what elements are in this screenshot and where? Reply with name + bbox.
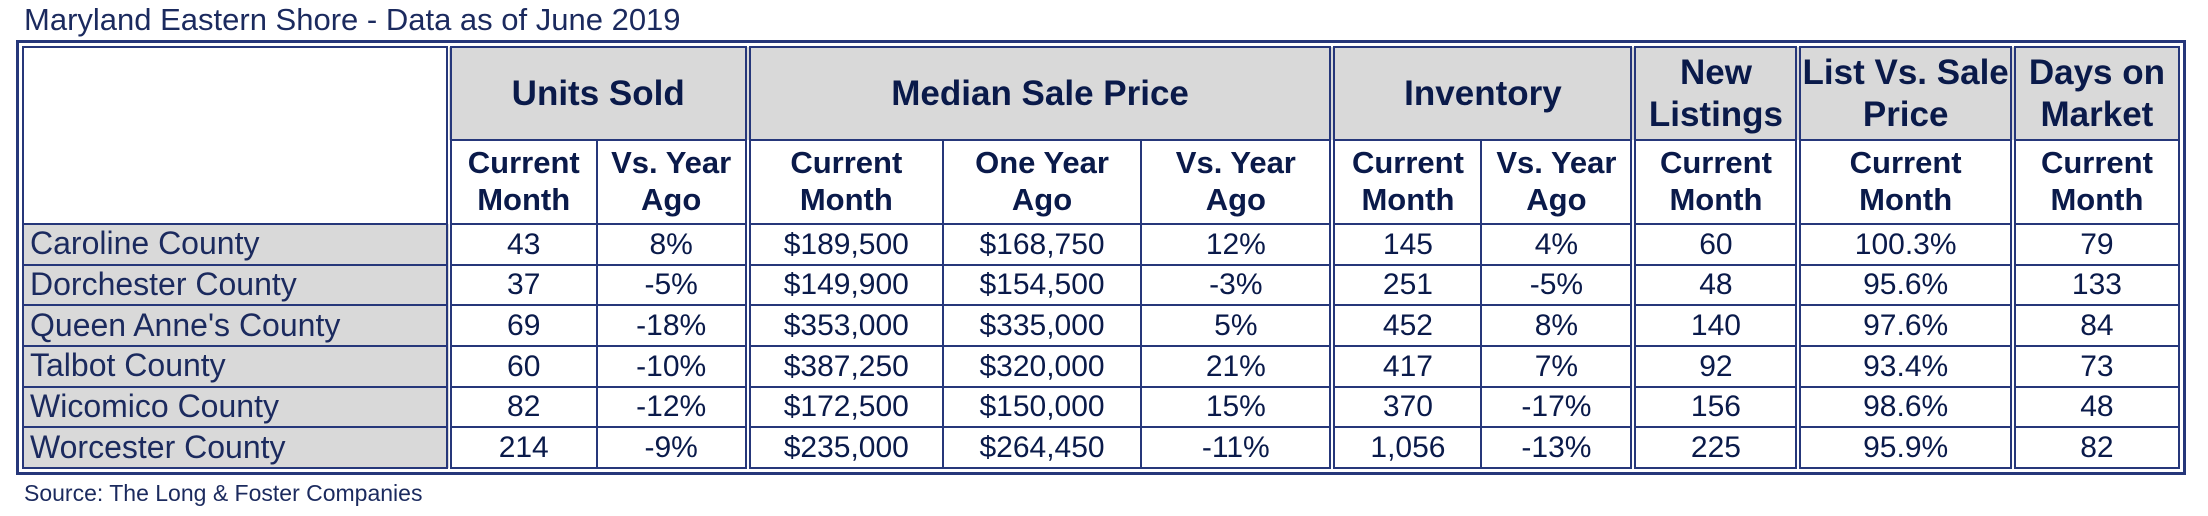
median-price-vs-year-cell: 12% — [1140, 223, 1334, 266]
days-on-market-cell: 48 — [2009, 385, 2181, 429]
county-name: Worcester County — [22, 426, 450, 469]
units-sold-cell: 214 — [445, 426, 598, 469]
median-price-vs-year-cell: -3% — [1140, 263, 1334, 307]
subheader-list-sale-current-month: Current Month — [1795, 139, 2014, 225]
days-on-market-cell: 82 — [2009, 426, 2181, 469]
table-row: Worcester County 214 -9% $235,000 $264,4… — [22, 426, 2181, 469]
days-on-market-cell: 84 — [2009, 304, 2181, 347]
new-listings-cell: 140 — [1630, 304, 1800, 347]
corner-cell — [22, 46, 450, 225]
days-on-market-cell: 133 — [2009, 263, 2181, 307]
median-price-vs-year-cell: -11% — [1140, 426, 1334, 469]
table-row: Caroline County 43 8% $189,500 $168,750 … — [22, 223, 2181, 266]
median-price-vs-year-cell: 5% — [1140, 304, 1334, 347]
days-on-market-cell: 79 — [2009, 223, 2181, 266]
county-name: Talbot County — [22, 344, 450, 388]
units-vs-year-cell: -18% — [595, 304, 749, 347]
new-listings-cell: 48 — [1630, 263, 1800, 307]
median-price-vs-year-cell: 21% — [1140, 344, 1334, 388]
median-price-year-ago-cell: $154,500 — [941, 263, 1143, 307]
subheader-inventory-current-month: Current Month — [1329, 139, 1483, 225]
median-price-year-ago-cell: $168,750 — [941, 223, 1143, 266]
list-vs-sale-cell: 100.3% — [1795, 223, 2014, 266]
subheader-price-vs-year-ago: Vs. Year Ago — [1140, 139, 1334, 225]
list-vs-sale-cell: 98.6% — [1795, 385, 2014, 429]
median-price-cell: $353,000 — [744, 304, 944, 347]
new-listings-cell: 156 — [1630, 385, 1800, 429]
median-price-year-ago-cell: $150,000 — [941, 385, 1143, 429]
header-new-listings: New Listings — [1630, 46, 1800, 141]
median-price-cell: $235,000 — [744, 426, 944, 469]
subheader-units-current-month: Current Month — [445, 139, 598, 225]
inventory-cell: 251 — [1329, 263, 1483, 307]
market-data-table: Units Sold Median Sale Price Inventory N… — [16, 40, 2186, 475]
units-vs-year-cell: -10% — [595, 344, 749, 388]
header-inventory: Inventory — [1329, 46, 1635, 141]
inventory-cell: 452 — [1329, 304, 1483, 347]
list-vs-sale-cell: 97.6% — [1795, 304, 2014, 347]
units-sold-cell: 69 — [445, 304, 598, 347]
subheader-units-vs-year-ago: Vs. Year Ago — [595, 139, 749, 225]
source-note: Source: The Long & Foster Companies — [24, 480, 423, 506]
subheader-inventory-vs-year-ago: Vs. Year Ago — [1480, 139, 1635, 225]
subheader-new-listings-current-month: Current Month — [1630, 139, 1800, 225]
median-price-vs-year-cell: 15% — [1140, 385, 1334, 429]
units-vs-year-cell: -9% — [595, 426, 749, 469]
page-title: Maryland Eastern Shore - Data as of June… — [24, 2, 681, 37]
new-listings-cell: 60 — [1630, 223, 1800, 266]
inventory-vs-year-cell: -13% — [1480, 426, 1635, 469]
inventory-vs-year-cell: 4% — [1480, 223, 1635, 266]
county-name: Dorchester County — [22, 263, 450, 307]
table-row: Wicomico County 82 -12% $172,500 $150,00… — [22, 385, 2181, 429]
units-sold-cell: 60 — [445, 344, 598, 388]
median-price-year-ago-cell: $320,000 — [941, 344, 1143, 388]
days-on-market-cell: 73 — [2009, 344, 2181, 388]
county-name: Wicomico County — [22, 385, 450, 429]
new-listings-cell: 225 — [1630, 426, 1800, 469]
subheader-price-one-year-ago: One Year Ago — [941, 139, 1143, 225]
median-price-cell: $172,500 — [744, 385, 944, 429]
inventory-cell: 1,056 — [1329, 426, 1483, 469]
median-price-cell: $149,900 — [744, 263, 944, 307]
table-row: Dorchester County 37 -5% $149,900 $154,5… — [22, 263, 2181, 307]
new-listings-cell: 92 — [1630, 344, 1800, 388]
median-price-cell: $189,500 — [744, 223, 944, 266]
list-vs-sale-cell: 95.6% — [1795, 263, 2014, 307]
header-median-sale-price: Median Sale Price — [744, 46, 1334, 141]
inventory-vs-year-cell: -17% — [1480, 385, 1635, 429]
county-name: Queen Anne's County — [22, 304, 450, 347]
inventory-vs-year-cell: 7% — [1480, 344, 1635, 388]
units-sold-cell: 82 — [445, 385, 598, 429]
county-name: Caroline County — [22, 223, 450, 266]
units-vs-year-cell: 8% — [595, 223, 749, 266]
header-units-sold: Units Sold — [445, 46, 749, 141]
inventory-vs-year-cell: 8% — [1480, 304, 1635, 347]
header-days-on-market: Days on Market — [2009, 46, 2181, 141]
list-vs-sale-cell: 93.4% — [1795, 344, 2014, 388]
median-price-year-ago-cell: $264,450 — [941, 426, 1143, 469]
header-list-vs-sale-price: List Vs. Sale Price — [1795, 46, 2014, 141]
units-sold-cell: 37 — [445, 263, 598, 307]
table-row: Queen Anne's County 69 -18% $353,000 $33… — [22, 304, 2181, 347]
units-sold-cell: 43 — [445, 223, 598, 266]
inventory-cell: 370 — [1329, 385, 1483, 429]
inventory-cell: 417 — [1329, 344, 1483, 388]
median-price-cell: $387,250 — [744, 344, 944, 388]
subheader-dom-current-month: Current Month — [2009, 139, 2181, 225]
subheader-price-current-month: Current Month — [744, 139, 944, 225]
inventory-vs-year-cell: -5% — [1480, 263, 1635, 307]
inventory-cell: 145 — [1329, 223, 1483, 266]
table-row: Talbot County 60 -10% $387,250 $320,000 … — [22, 344, 2181, 388]
median-price-year-ago-cell: $335,000 — [941, 304, 1143, 347]
units-vs-year-cell: -12% — [595, 385, 749, 429]
units-vs-year-cell: -5% — [595, 263, 749, 307]
list-vs-sale-cell: 95.9% — [1795, 426, 2014, 469]
